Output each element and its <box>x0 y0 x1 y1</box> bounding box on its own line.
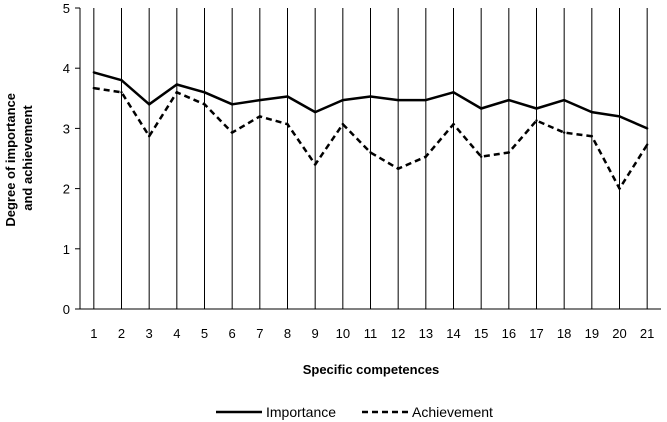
point-importance-8 <box>286 95 289 98</box>
point-importance-16 <box>507 98 511 102</box>
point-importance-10 <box>341 98 345 102</box>
point-importance-17 <box>535 107 538 110</box>
x-tick-label-10: 10 <box>336 326 350 341</box>
point-importance-1 <box>92 71 96 74</box>
point-achievement-14 <box>452 122 455 126</box>
point-achievement-8 <box>286 122 289 126</box>
x-tick-label-3: 3 <box>146 326 153 341</box>
point-importance-21 <box>645 127 649 130</box>
series-line-achievement <box>93 86 649 190</box>
point-importance-9 <box>313 110 317 114</box>
y-tick-label-4: 4 <box>63 61 70 76</box>
point-achievement-17 <box>535 119 538 122</box>
point-importance-11 <box>369 95 372 98</box>
y-tick-label-0: 0 <box>63 302 70 317</box>
point-achievement-13 <box>424 155 428 158</box>
point-importance-2 <box>120 79 123 82</box>
x-tick-label-17: 17 <box>529 326 543 341</box>
x-tick-label-9: 9 <box>312 326 319 341</box>
point-importance-7 <box>258 98 262 102</box>
axes <box>79 8 661 310</box>
point-achievement-1 <box>92 86 96 90</box>
legend-label-achievement: Achievement <box>412 404 493 420</box>
legend: Importance Achievement <box>216 404 493 420</box>
point-importance-13 <box>424 98 428 102</box>
x-tick-label-21: 21 <box>640 326 654 341</box>
x-tick-label-14: 14 <box>446 326 460 341</box>
y-tick-labels: 0 1 2 3 4 5 <box>63 1 80 317</box>
point-achievement-21 <box>645 143 649 146</box>
point-achievement-20 <box>618 187 621 190</box>
x-tick-label-8: 8 <box>284 326 291 341</box>
point-achievement-11 <box>369 151 372 154</box>
point-importance-4 <box>175 83 179 86</box>
series-lines <box>92 71 649 190</box>
point-achievement-4 <box>175 91 179 94</box>
legend-label-importance: Importance <box>266 404 336 420</box>
x-tick-label-2: 2 <box>118 326 125 341</box>
x-axis-title: Specific competences <box>303 362 440 377</box>
point-achievement-9 <box>313 163 317 166</box>
y-tick-label-5: 5 <box>63 1 70 16</box>
x-tick-label-7: 7 <box>256 326 263 341</box>
point-importance-6 <box>230 103 234 106</box>
point-achievement-3 <box>147 135 151 138</box>
point-importance-19 <box>590 110 594 114</box>
y-tick-label-2: 2 <box>63 182 70 197</box>
x-tick-labels: 1 2 3 4 5 6 7 8 9 10 11 12 13 14 15 16 17 18 19 20 21 <box>90 326 654 341</box>
x-tick-label-19: 19 <box>585 326 599 341</box>
point-achievement-18 <box>562 131 566 134</box>
y-axis-title: Degree of importance and achievement <box>3 89 35 226</box>
x-tick-label-5: 5 <box>201 326 208 341</box>
vertical-gridlines <box>93 8 648 309</box>
point-importance-20 <box>618 115 621 118</box>
x-tick-label-16: 16 <box>502 326 516 341</box>
y-tick-label-1: 1 <box>63 242 70 257</box>
point-importance-12 <box>396 98 400 102</box>
point-achievement-5 <box>203 103 206 106</box>
y-tick-label-3: 3 <box>63 121 70 136</box>
point-achievement-7 <box>258 115 262 118</box>
x-tick-label-20: 20 <box>612 326 626 341</box>
point-achievement-15 <box>479 155 483 158</box>
point-importance-18 <box>562 98 566 102</box>
point-importance-3 <box>147 103 151 106</box>
x-tick-label-1: 1 <box>90 326 97 341</box>
x-tick-label-12: 12 <box>391 326 405 341</box>
x-tick-label-11: 11 <box>364 326 378 341</box>
point-importance-14 <box>452 91 455 94</box>
x-tick-label-6: 6 <box>229 326 236 341</box>
point-importance-5 <box>203 91 206 94</box>
y-axis-title-line-1: Degree of importance <box>3 93 18 227</box>
x-tick-label-18: 18 <box>557 326 571 341</box>
point-achievement-2 <box>120 91 123 94</box>
point-achievement-19 <box>590 135 594 138</box>
point-achievement-12 <box>396 167 400 170</box>
point-achievement-6 <box>230 131 234 134</box>
x-tick-label-13: 13 <box>419 326 433 341</box>
point-achievement-16 <box>507 151 511 154</box>
x-tick-label-15: 15 <box>474 326 488 341</box>
x-tick-label-4: 4 <box>173 326 180 341</box>
y-axis-title-line-2: and achievement <box>20 105 35 211</box>
point-achievement-10 <box>341 122 345 126</box>
point-importance-15 <box>479 107 483 110</box>
